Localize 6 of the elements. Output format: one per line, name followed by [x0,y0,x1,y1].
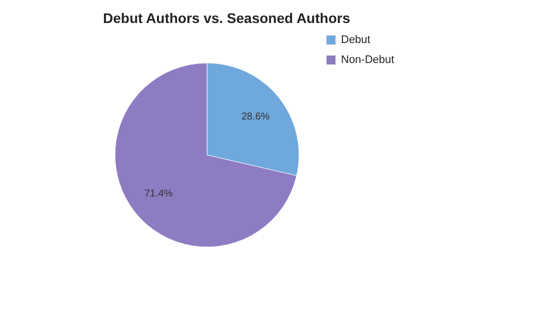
legend-label: Non-Debut [341,54,394,66]
data-label: 71.4% [144,188,173,200]
legend-label: Debut [341,34,370,46]
pie-slice [114,62,297,248]
data-label: 28.6% [241,111,270,122]
chart-title: Debut Authors vs. Seasoned Authors [103,10,350,26]
